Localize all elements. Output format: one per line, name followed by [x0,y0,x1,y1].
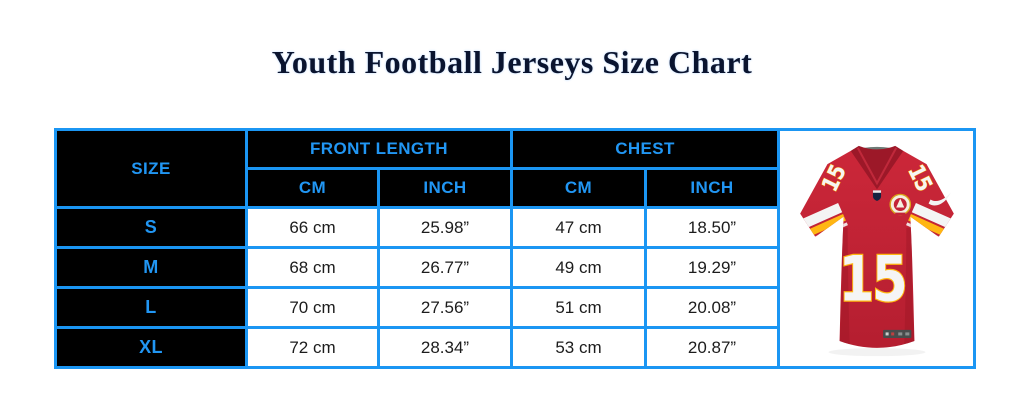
front-length-cm-value: 66 cm [245,206,380,249]
chest-inch-value: 19.29” [644,246,780,289]
front-length-inch-value: 26.77” [377,246,513,289]
chest-cm-value: 53 cm [510,326,647,369]
table-row-size-l: L 70 cm 27.56” 51 cm 20.08” [54,286,975,329]
front-length-cm-value: 68 cm [245,246,380,289]
swoosh-icon [928,191,951,205]
team-patch-logo [888,193,911,215]
jersey-shadow [827,347,926,356]
chest-inch-value: 20.08” [644,286,780,329]
jersey-vneck-collar [850,145,903,189]
column-header-size: SIZE [54,128,248,209]
front-length-inch-value: 28.34” [377,326,513,369]
size-chart-table: SIZE FRONT LENGTH CHEST [54,128,976,369]
jersey-image: 15 15 15 [780,136,973,362]
subheader-front-length-cm: CM [245,167,380,209]
size-cell: L [54,286,248,329]
size-cell: S [54,206,248,249]
column-header-chest: CHEST [510,128,780,170]
table-row-size-m: M 68 cm 26.77” 49 cm 19.29” [54,246,975,289]
chest-inch-value: 18.50” [644,206,780,249]
jersey-product-image-cell: 15 15 15 [777,128,976,369]
size-cell: XL [54,326,248,369]
jersey-graphic: 15 15 15 [799,145,954,356]
jersey-jock-tag [882,329,911,338]
subheader-front-length-inch: INCH [377,167,513,209]
table-row-size-xl: XL 72 cm 28.34” 53 cm 20.87” [54,326,975,369]
chest-cm-value: 49 cm [510,246,647,289]
jersey-body [799,150,954,348]
size-cell: M [54,246,248,289]
jersey-chest-number: 15 [838,242,905,315]
front-length-inch-value: 27.56” [377,286,513,329]
subheader-chest-cm: CM [510,167,647,209]
front-length-cm-value: 72 cm [245,326,380,369]
front-length-cm-value: 70 cm [245,286,380,329]
chest-cm-value: 51 cm [510,286,647,329]
nfl-shield-logo [872,189,881,201]
page-title: Youth Football Jerseys Size Chart [271,44,753,80]
jersey-collar-seam [856,146,897,185]
table-row-size-s: S 66 cm 25.98” 47 cm 18.50” [54,206,975,249]
chest-inch-value: 20.87” [644,326,780,369]
subheader-chest-inch: INCH [644,167,780,209]
jersey-side-mesh-right [903,227,914,344]
chest-cm-value: 47 cm [510,206,647,249]
jersey-side-mesh-left [839,227,850,344]
column-header-front-length: FRONT LENGTH [245,128,513,170]
front-length-inch-value: 25.98” [377,206,513,249]
